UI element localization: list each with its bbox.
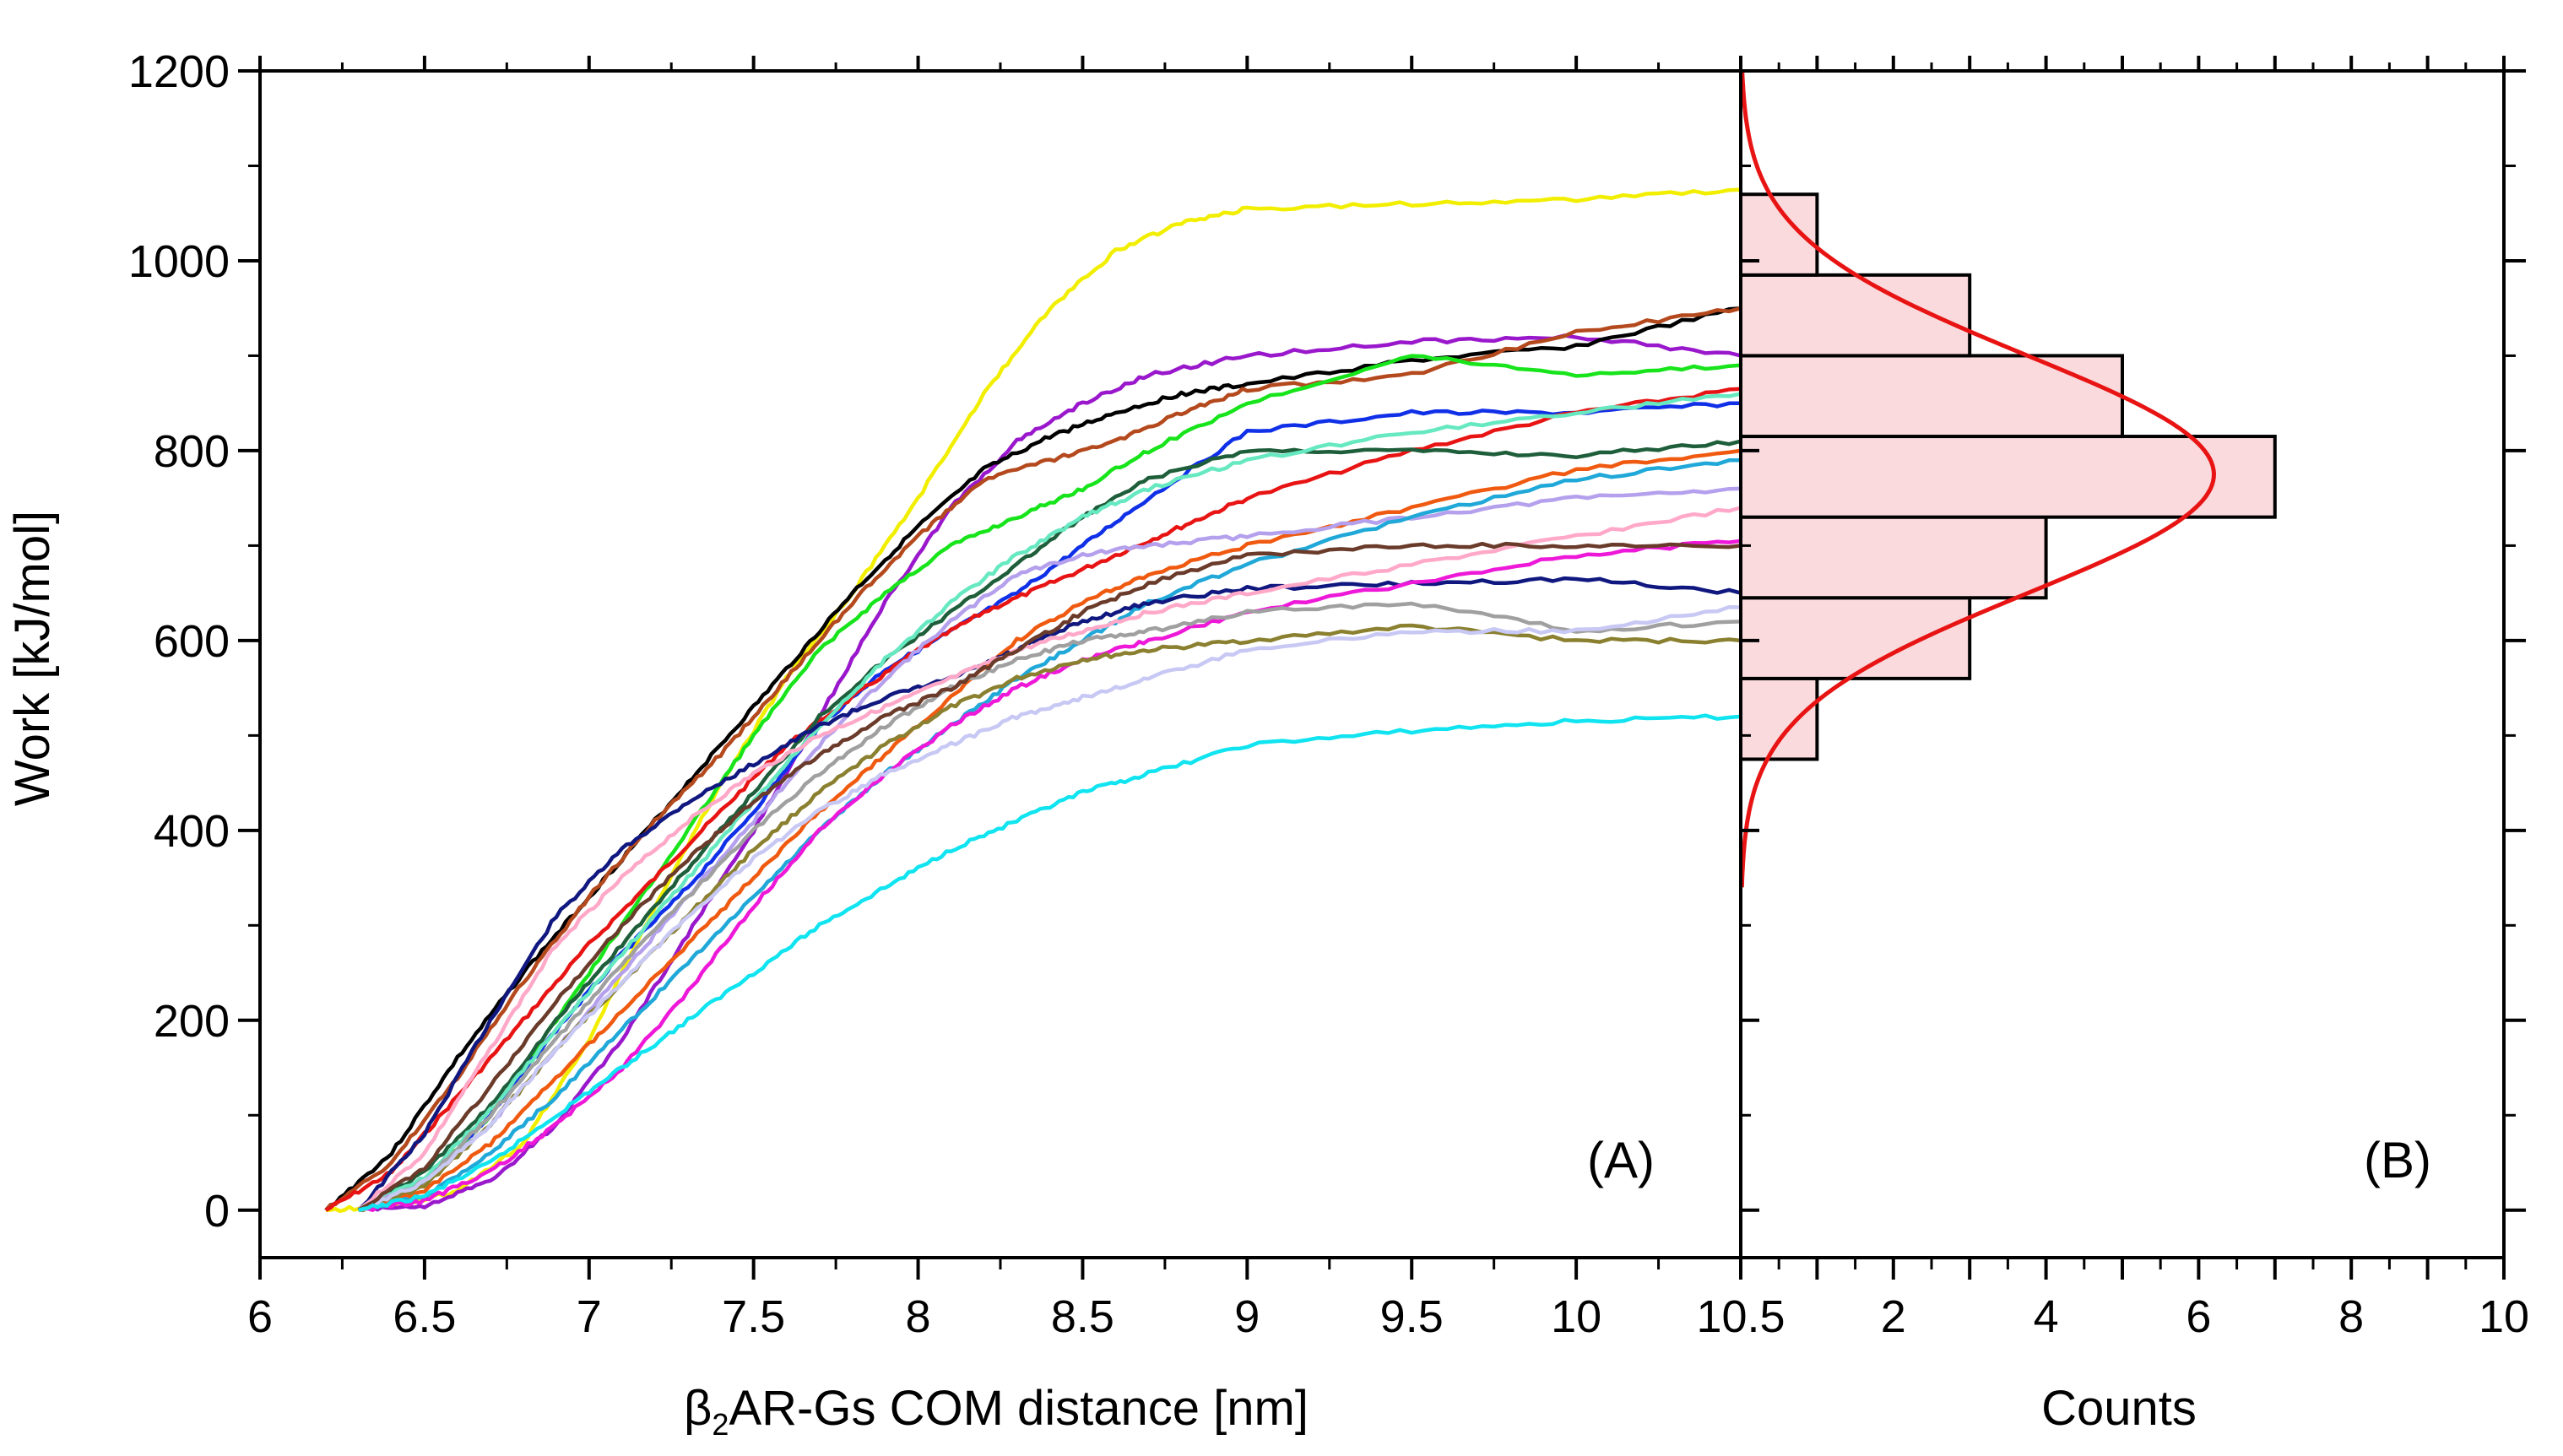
y-tick-label: 1200 — [128, 46, 230, 97]
x-tick-label-a: 8 — [906, 1291, 931, 1342]
x-tick-label-b: 6 — [2186, 1291, 2211, 1342]
series-line-olive — [358, 623, 1742, 1213]
series-line-yellow — [325, 187, 1742, 1214]
series-line-brown-orange — [324, 306, 1742, 1212]
series-line-gray — [357, 601, 1742, 1212]
panel-label-b: (B) — [2364, 1132, 2431, 1188]
panel-label-a: (A) — [1587, 1132, 1655, 1188]
y-tick-label: 600 — [154, 616, 230, 667]
y-axis-title: Work [kJ/mol] — [5, 511, 60, 806]
panel-b-axes: 2 4 6 8 10 — [1739, 56, 2529, 1342]
x-axis-title-b: Counts — [2041, 1381, 2197, 1436]
series-line-lavender — [358, 486, 1742, 1213]
histogram-bar — [1739, 515, 2048, 600]
gaussian-fit-curve — [1739, 70, 2217, 888]
x-tick-label-a: 6.5 — [393, 1291, 456, 1342]
y-tick-label: 0 — [204, 1186, 230, 1237]
x-tick-label-a: 10 — [1551, 1291, 1601, 1342]
work-curves — [324, 187, 1742, 1214]
histogram-bars — [1739, 192, 2277, 761]
series-line-cyan — [358, 713, 1742, 1212]
series-line-navy — [357, 576, 1742, 1212]
x-tick-label-b: 10 — [2479, 1291, 2529, 1342]
x-tick-label-b: 4 — [2034, 1291, 2059, 1342]
series-line-red — [324, 387, 1742, 1212]
y-tick-label: 1000 — [128, 236, 230, 287]
histogram-bar — [1739, 596, 1972, 680]
x-axis-title-beta: β — [684, 1381, 712, 1436]
x-axis-title-subscript: 2 — [712, 1407, 729, 1442]
series-line-dark-brown — [357, 541, 1742, 1212]
gaussian-fit — [1739, 70, 2217, 888]
x-tick-label-a: 7 — [577, 1291, 602, 1342]
x-tick-label-a: 10.5 — [1696, 1291, 1785, 1342]
series-line-black — [324, 306, 1742, 1212]
series-line-aquamarine — [357, 392, 1742, 1212]
series-line-green — [358, 354, 1742, 1213]
x-axis-title-rest: AR-Gs COM distance [nm] — [729, 1381, 1308, 1436]
x-tick-label-b: 2 — [1881, 1291, 1906, 1342]
x-tick-label-a: 8.5 — [1051, 1291, 1114, 1342]
panel-a-work-curves: 6 6.5 7 7.5 8 8.5 9 9.5 10 10.5 0 200 400 600 800 1000 1… — [5, 46, 1785, 1442]
x-tick-label-a: 6 — [247, 1291, 273, 1342]
x-tick-label-b: 8 — [2338, 1291, 2364, 1342]
x-tick-label-a: 7.5 — [722, 1291, 785, 1342]
series-line-orange — [357, 448, 1742, 1212]
histogram-bar — [1739, 354, 2124, 439]
panel-b-histogram: 2 4 6 8 10 (B) Counts — [1739, 56, 2529, 1436]
histogram-bar — [1739, 676, 1819, 761]
x-tick-label-a: 9 — [1234, 1291, 1260, 1342]
y-tick-label: 400 — [154, 806, 230, 857]
histogram-bar — [1739, 435, 2277, 519]
series-line-dark-green — [357, 439, 1742, 1212]
y-tick-label: 200 — [154, 996, 230, 1047]
x-axis-title-a: β2AR-Gs COM distance [nm] — [684, 1381, 1309, 1442]
series-line-purple — [358, 333, 1742, 1213]
x-tick-label-a: 9.5 — [1380, 1291, 1444, 1342]
panel-a-axes: 6 6.5 7 7.5 8 8.5 9 9.5 10 10.5 0 200 400 600 800 1000 1… — [128, 46, 1785, 1342]
y-tick-label: 800 — [154, 426, 230, 477]
series-line-sky-blue — [358, 457, 1742, 1213]
series-line-pink — [357, 506, 1742, 1212]
series-line-light-periwinkle — [358, 604, 1742, 1213]
